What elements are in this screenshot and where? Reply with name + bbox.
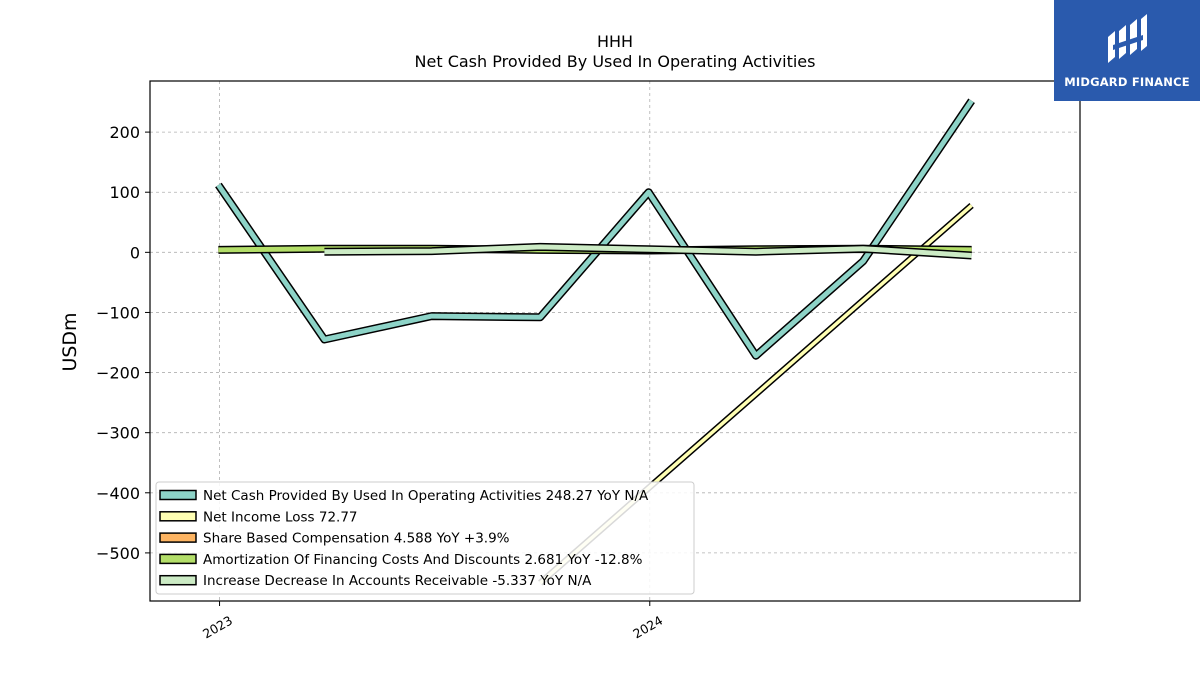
midgard-logo-icon	[1108, 14, 1147, 63]
x-tick-label: 2023	[200, 613, 235, 642]
y-tick-label: −200	[96, 364, 140, 383]
legend-label: Share Based Compensation 4.588 YoY +3.9%	[203, 531, 510, 547]
y-tick-label: 0	[130, 243, 140, 262]
legend-label: Increase Decrease In Accounts Receivable…	[203, 573, 592, 589]
legend-swatch	[159, 574, 197, 586]
logo-text: MIDGARD FINANCE	[1064, 75, 1190, 89]
legend-box	[155, 481, 695, 595]
legend-swatch	[159, 511, 197, 522]
series-line-net-cash-provided-by-used-in-operating-activities	[216, 99, 974, 359]
plot-frame	[149, 80, 1081, 602]
series-outline-net-cash-provided-by-used-in-operating-activities	[215, 98, 975, 360]
chart-subtitle: Net Cash Provided By Used In Operating A…	[415, 52, 816, 71]
series-line-increase-decrease-in-accounts-receivable	[324, 244, 972, 258]
legend-swatch	[159, 532, 197, 543]
legend-label: Net Cash Provided By Used In Operating A…	[203, 488, 649, 504]
y-tick-label: −400	[96, 484, 140, 503]
legend-label: Net Income Loss 72.77	[203, 509, 358, 525]
legend: Net Cash Provided By Used In Operating A…	[155, 481, 695, 595]
y-tick-label: −300	[96, 424, 140, 443]
y-axis-label: USDm	[59, 312, 81, 371]
y-tick-label: −500	[96, 544, 140, 563]
y-tick-label: 200	[109, 123, 140, 142]
legend-swatch	[159, 553, 197, 565]
y-tick-label: −100	[96, 303, 140, 322]
x-tick-label: 2024	[630, 613, 665, 642]
y-tick-label: 100	[109, 183, 140, 202]
brand-logo: MIDGARD FINANCE	[1054, 0, 1200, 101]
legend-label: Amortization Of Financing Costs And Disc…	[203, 552, 643, 568]
axis-ticks: 200 100 0 −100 −200 −300 −400 −500 2023 2024	[96, 123, 665, 641]
legend-swatch	[159, 489, 197, 501]
chart-title: HHH	[597, 32, 633, 51]
